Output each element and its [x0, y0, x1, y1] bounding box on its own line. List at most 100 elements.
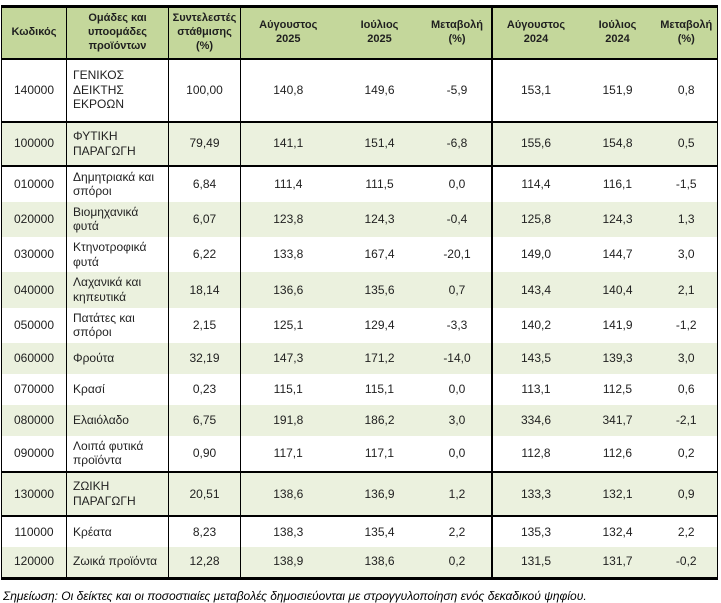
change-2025-cell: 1,2	[423, 471, 493, 517]
change-2025-cell: -3,3	[423, 307, 493, 343]
index-aug-2024-cell: 113,1	[491, 373, 580, 405]
index-aug-2024-cell: 112,8	[491, 435, 580, 472]
change-2024-cell: -1,2	[655, 307, 718, 343]
index-jul-2025-cell: 186,2	[335, 404, 424, 436]
product-group-cell: Ζωικά προϊόντα	[66, 547, 169, 578]
index-aug-2025-cell: 117,1	[240, 435, 336, 472]
weight-cell: 0,23	[168, 373, 241, 405]
index-aug-2024-cell: 133,3	[491, 471, 580, 517]
product-group-cell: ΦΥΤΙΚΗ ΠΑΡΑΓΩΓΗ	[66, 120, 169, 167]
column-header-weights: Συντελεστές στάθμισης (%)	[168, 6, 241, 60]
change-2024-cell: 0,5	[655, 120, 718, 167]
change-2025-cell: 0,2	[423, 547, 493, 578]
output-price-index-table: Κωδικός Ομάδες και υποομάδες προϊόντων Συν…	[1, 5, 718, 580]
index-aug-2024-cell: 114,4	[491, 165, 580, 202]
code-cell: 050000	[1, 307, 67, 343]
index-aug-2025-cell: 123,8	[240, 201, 336, 237]
product-group-cell: Κτηνοτροφικά φυτά	[66, 237, 169, 273]
index-jul-2025-cell: 171,2	[335, 342, 424, 374]
index-jul-2024-cell: 141,9	[579, 307, 656, 343]
change-2025-cell: 2,2	[423, 516, 493, 547]
code-cell: 090000	[1, 435, 67, 472]
table-row: 020000 Βιομηχανικά φυτά 6,07 123,8 124,3 -0,4…	[1, 201, 718, 237]
index-aug-2024-cell: 334,6	[491, 404, 580, 436]
column-header-code: Κωδικός	[1, 6, 67, 60]
index-jul-2025-cell: 135,4	[335, 516, 424, 547]
table-row: 140000 ΓΕΝΙΚΟΣ ΔΕΙΚΤΗΣ ΕΚΡΟΩΝ 100,00 140,8 1…	[1, 57, 718, 123]
table-row: 110000 Κρέατα 8,23 138,3 135,4 2,2 135,3 132,4 2…	[1, 516, 718, 547]
index-jul-2025-cell: 151,4	[335, 120, 424, 167]
product-group-cell: ΓΕΝΙΚΟΣ ΔΕΙΚΤΗΣ ΕΚΡΟΩΝ	[66, 57, 169, 123]
weight-cell: 79,49	[168, 120, 241, 167]
column-header-jul-2024: Ιούλιος 2024	[579, 6, 656, 60]
footnote: Σημείωση: Οι δείκτες και οι ποσοστιαίες …	[3, 588, 587, 603]
change-2025-cell: 0,0	[423, 373, 493, 405]
index-aug-2025-cell: 138,9	[240, 547, 336, 578]
table-row: 060000 Φρούτα 32,19 147,3 171,2 -14,0 143,5 139…	[1, 342, 718, 374]
change-2025-cell: -14,0	[423, 342, 493, 374]
index-jul-2024-cell: 131,7	[579, 547, 656, 578]
index-jul-2025-cell: 136,9	[335, 471, 424, 517]
table-row: 010000 Δημητριακά και σπόροι 6,84 111,4 111,…	[1, 165, 718, 202]
code-cell: 060000	[1, 342, 67, 374]
index-aug-2025-cell: 141,1	[240, 120, 336, 167]
change-2024-cell: 3,0	[655, 342, 718, 374]
index-jul-2024-cell: 154,8	[579, 120, 656, 167]
header-row: Κωδικός Ομάδες και υποομάδες προϊόντων Συν…	[1, 6, 718, 60]
index-jul-2025-cell: 111,5	[335, 165, 424, 202]
change-2024-cell: 1,3	[655, 201, 718, 237]
index-jul-2025-cell: 138,6	[335, 547, 424, 578]
code-cell: 120000	[1, 547, 67, 578]
code-cell: 130000	[1, 471, 67, 517]
index-aug-2025-cell: 111,4	[240, 165, 336, 202]
index-jul-2025-cell: 117,1	[335, 435, 424, 472]
column-header-change-2025: Μεταβολή (%)	[423, 6, 493, 60]
product-group-cell: Κρέατα	[66, 516, 169, 547]
change-2024-cell: 0,2	[655, 435, 718, 472]
product-group-cell: Βιομηχανικά φυτά	[66, 201, 169, 237]
index-jul-2024-cell: 139,3	[579, 342, 656, 374]
index-aug-2025-cell: 140,8	[240, 57, 336, 123]
index-aug-2024-cell: 153,1	[491, 57, 580, 123]
change-2024-cell: -2,1	[655, 404, 718, 436]
weight-cell: 20,51	[168, 471, 241, 517]
index-jul-2025-cell: 149,6	[335, 57, 424, 123]
change-2024-cell: -0,2	[655, 547, 718, 578]
index-jul-2025-cell: 115,1	[335, 373, 424, 405]
weight-cell: 100,00	[168, 57, 241, 123]
index-jul-2024-cell: 132,4	[579, 516, 656, 547]
table-header: Κωδικός Ομάδες και υποομάδες προϊόντων Συν…	[1, 6, 718, 60]
index-jul-2025-cell: 124,3	[335, 201, 424, 237]
index-aug-2025-cell: 138,3	[240, 516, 336, 547]
index-jul-2024-cell: 144,7	[579, 237, 656, 273]
table-body: 140000 ΓΕΝΙΚΟΣ ΔΕΙΚΤΗΣ ΕΚΡΟΩΝ 100,00 140,8 1…	[1, 57, 718, 578]
weight-cell: 32,19	[168, 342, 241, 374]
change-2024-cell: -1,5	[655, 165, 718, 202]
index-aug-2025-cell: 136,6	[240, 272, 336, 308]
index-aug-2025-cell: 191,8	[240, 404, 336, 436]
change-2024-cell: 0,8	[655, 57, 718, 123]
change-2024-cell: 0,9	[655, 471, 718, 517]
code-cell: 080000	[1, 404, 67, 436]
weight-cell: 8,23	[168, 516, 241, 547]
table-row: 120000 Ζωικά προϊόντα 12,28 138,9 138,6 0,2 13…	[1, 547, 718, 578]
index-jul-2024-cell: 124,3	[579, 201, 656, 237]
index-jul-2024-cell: 112,6	[579, 435, 656, 472]
table-row: 130000 ΖΩΙΚΗ ΠΑΡΑΓΩΓΗ 20,51 138,6 136,9 1,2 13…	[1, 471, 718, 517]
index-jul-2024-cell: 112,5	[579, 373, 656, 405]
product-group-cell: Κρασί	[66, 373, 169, 405]
index-jul-2024-cell: 341,7	[579, 404, 656, 436]
index-jul-2024-cell: 151,9	[579, 57, 656, 123]
product-group-cell: Φρούτα	[66, 342, 169, 374]
index-jul-2024-cell: 132,1	[579, 471, 656, 517]
column-header-change-2024: Μεταβολή (%)	[655, 6, 718, 60]
product-group-cell: Πατάτες και σπόροι	[66, 307, 169, 343]
index-aug-2024-cell: 143,4	[491, 272, 580, 308]
table-row: 100000 ΦΥΤΙΚΗ ΠΑΡΑΓΩΓΗ 79,49 141,1 151,4 -6,8…	[1, 120, 718, 167]
index-aug-2025-cell: 125,1	[240, 307, 336, 343]
weight-cell: 18,14	[168, 272, 241, 308]
weight-cell: 12,28	[168, 547, 241, 578]
index-aug-2025-cell: 147,3	[240, 342, 336, 374]
index-aug-2024-cell: 143,5	[491, 342, 580, 374]
table-row: 070000 Κρασί 0,23 115,1 115,1 0,0 113,1 112,5 0,…	[1, 373, 718, 405]
